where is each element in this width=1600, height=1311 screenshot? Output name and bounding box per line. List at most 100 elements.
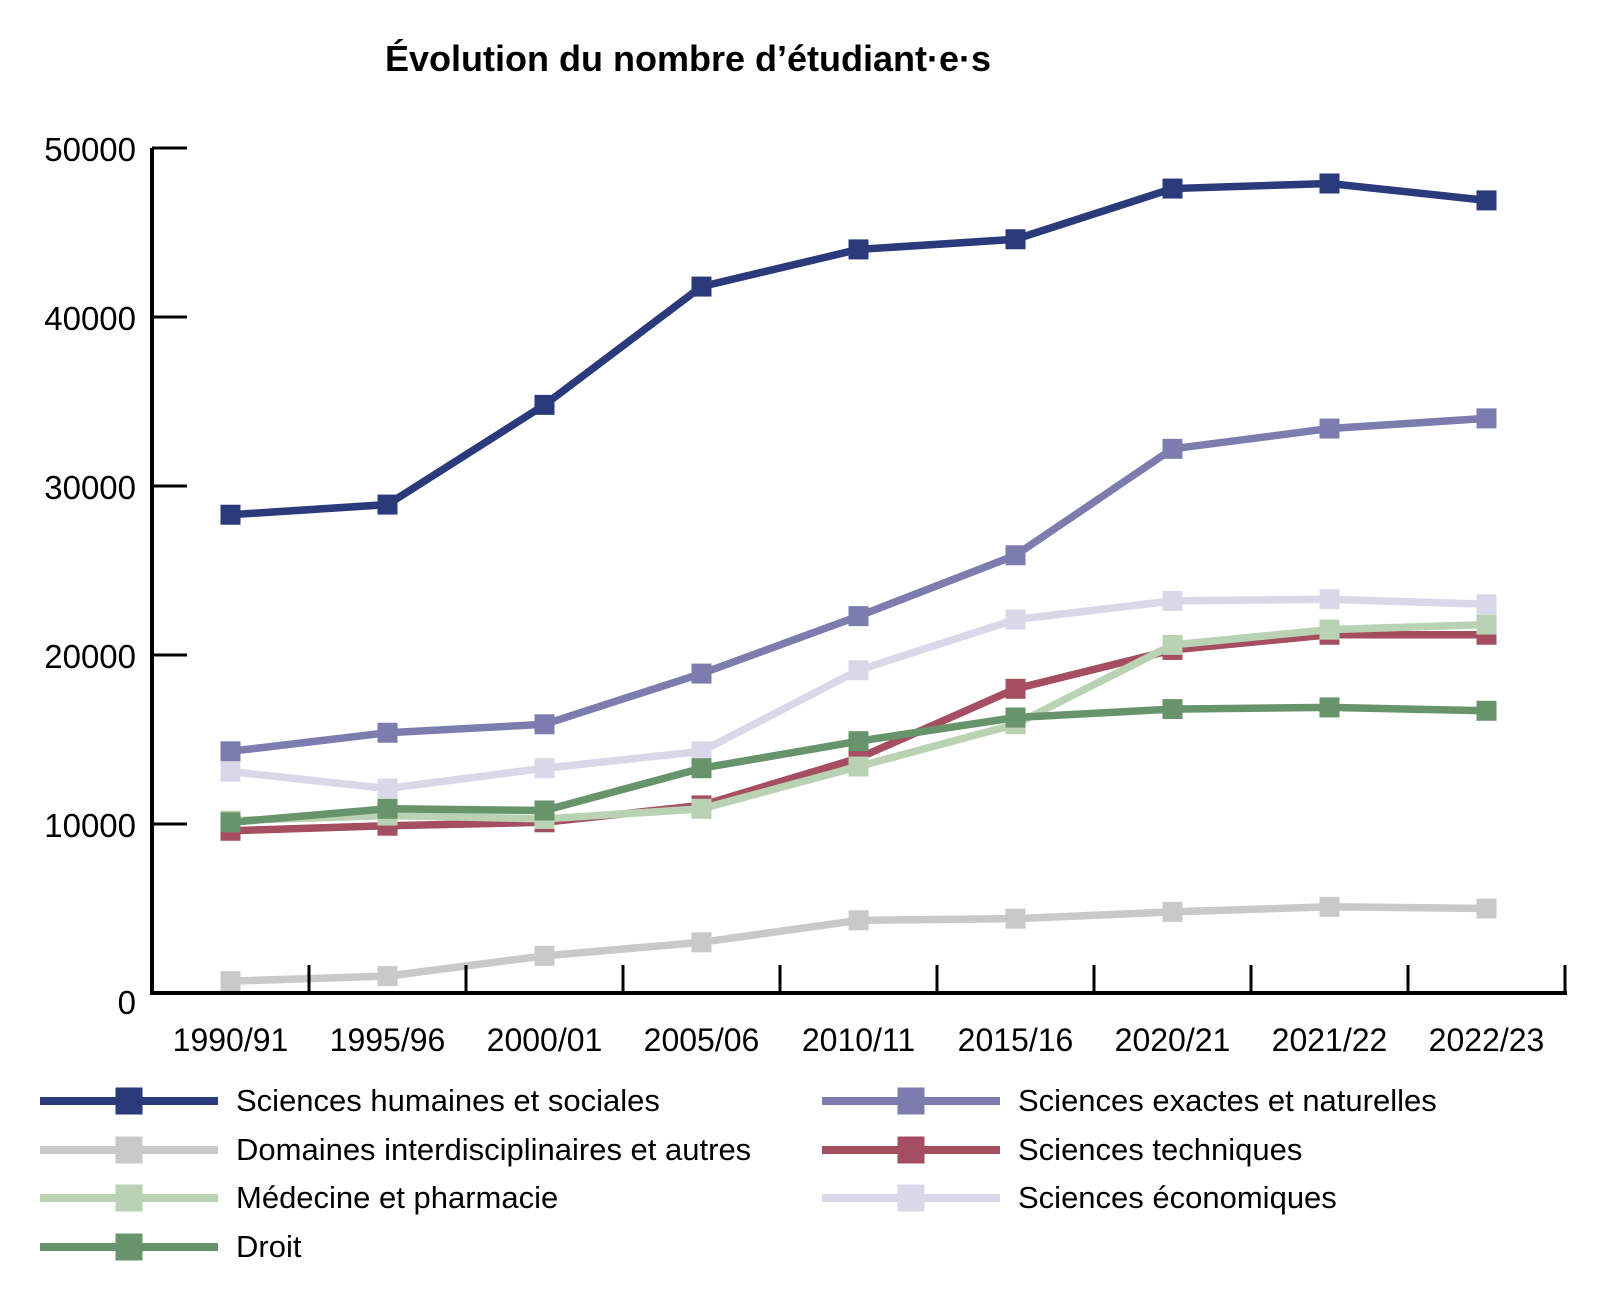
data-point-marker <box>1005 229 1026 250</box>
series-domaines-interdisciplinaires-et-autres <box>220 896 1497 992</box>
series-medecine-et-pharmacie <box>220 614 1497 831</box>
legend-swatch-marker <box>115 1087 143 1115</box>
legend-swatch <box>40 1184 218 1212</box>
legend-swatch <box>822 1184 1000 1212</box>
data-point-marker <box>691 741 712 762</box>
data-point-marker <box>220 761 241 782</box>
legend-swatch-marker <box>897 1136 925 1164</box>
y-tick-label: 20000 <box>44 638 136 675</box>
data-point-marker <box>1319 619 1340 640</box>
data-point-marker <box>1476 614 1497 635</box>
data-point-marker <box>1162 901 1183 922</box>
legend-swatch <box>822 1087 1000 1115</box>
legend-label: Sciences humaines et sociales <box>236 1083 660 1118</box>
data-point-marker <box>1005 678 1026 699</box>
data-point-marker <box>1005 545 1026 566</box>
legend-label: Sciences économiques <box>1018 1180 1337 1215</box>
legend-swatch-marker <box>897 1184 925 1212</box>
x-tick-label: 1995/96 <box>329 1022 446 1058</box>
legend-label: Sciences exactes et naturelles <box>1018 1083 1437 1118</box>
series-sciences-economiques <box>220 589 1497 799</box>
data-point-marker <box>1476 898 1497 919</box>
data-point-marker <box>1319 589 1340 610</box>
data-point-marker <box>1005 908 1026 929</box>
data-point-marker <box>1162 634 1183 655</box>
data-point-marker <box>534 714 555 735</box>
data-point-marker <box>534 758 555 779</box>
legend-item-sciences-economiques: Sciences économiques <box>822 1178 1337 1218</box>
data-point-marker <box>220 504 241 525</box>
data-point-marker <box>1476 190 1497 211</box>
data-point-marker <box>1162 699 1183 720</box>
legend-swatch-marker <box>897 1087 925 1115</box>
y-tick-label: 40000 <box>44 300 136 337</box>
data-point-marker <box>220 971 241 992</box>
x-tick-label: 2000/01 <box>486 1022 603 1058</box>
series-sciences-humaines-et-sociales <box>220 173 1497 525</box>
data-point-marker <box>1162 590 1183 611</box>
data-point-marker <box>691 276 712 297</box>
data-point-marker <box>377 722 398 743</box>
legend-item-domaines-interdisciplinaires-et-autres: Domaines interdisciplinaires et autres <box>40 1130 751 1170</box>
data-point-marker <box>377 966 398 987</box>
data-point-marker <box>848 910 869 931</box>
series-line <box>230 179 1487 519</box>
y-tick-label: 30000 <box>44 469 136 506</box>
legend-label: Médecine et pharmacie <box>236 1180 559 1215</box>
series-line <box>230 620 1487 825</box>
data-point-marker <box>691 758 712 779</box>
data-point-marker <box>848 731 869 752</box>
x-tick-label: 2005/06 <box>643 1022 760 1058</box>
legend-swatch-marker <box>115 1233 143 1261</box>
data-point-marker <box>1162 178 1183 199</box>
y-tick-label: 10000 <box>44 807 136 844</box>
series-line <box>230 414 1487 756</box>
legend-swatch <box>40 1136 218 1164</box>
data-point-marker <box>1319 173 1340 194</box>
legend-item-medecine-et-pharmacie: Médecine et pharmacie <box>40 1178 558 1218</box>
data-point-marker <box>377 798 398 819</box>
data-point-marker <box>377 494 398 515</box>
legend-label: Droit <box>236 1229 302 1264</box>
data-point-marker <box>848 660 869 681</box>
legend-item-sciences-exactes-et-naturelles: Sciences exactes et naturelles <box>822 1081 1437 1121</box>
data-point-marker <box>691 798 712 819</box>
legend-swatch-marker <box>115 1184 143 1212</box>
legend-swatch <box>40 1087 218 1115</box>
data-point-marker <box>848 756 869 777</box>
chart-title: Évolution du nombre d’étudiant·e·s <box>385 38 991 79</box>
legend-swatch <box>40 1233 218 1261</box>
data-point-marker <box>691 663 712 684</box>
data-point-marker <box>848 606 869 627</box>
legend-item-sciences-humaines-et-sociales: Sciences humaines et sociales <box>40 1081 660 1121</box>
series-sciences-exactes-et-naturelles <box>220 408 1497 762</box>
data-point-marker <box>534 800 555 821</box>
data-point-marker <box>377 778 398 799</box>
x-tick-label: 2015/16 <box>957 1022 1074 1058</box>
x-tick-label: 2010/11 <box>801 1022 916 1058</box>
legend-item-droit: Droit <box>40 1227 301 1267</box>
data-point-marker <box>1319 896 1340 917</box>
data-point-marker <box>1476 700 1497 721</box>
x-tick-label: 1990/91 <box>172 1022 289 1058</box>
data-point-marker <box>1476 408 1497 429</box>
data-point-marker <box>220 741 241 762</box>
series-droit <box>220 697 1497 833</box>
data-point-marker <box>1005 707 1026 728</box>
data-point-marker <box>1319 697 1340 718</box>
legend-swatch <box>822 1136 1000 1164</box>
data-point-marker <box>220 812 241 833</box>
data-point-marker <box>691 932 712 953</box>
y-tick-label: 50000 <box>44 131 136 168</box>
x-tick-label: 2022/23 <box>1428 1022 1545 1058</box>
legend-item-sciences-techniques: Sciences techniques <box>822 1130 1302 1170</box>
legend-label: Sciences techniques <box>1018 1132 1303 1167</box>
x-tick-label: 2021/22 <box>1271 1022 1388 1058</box>
data-point-marker <box>1476 594 1497 615</box>
axes <box>150 146 1567 995</box>
x-tick-label: 2020/21 <box>1114 1022 1231 1058</box>
data-point-marker <box>1319 418 1340 439</box>
data-point-marker <box>534 394 555 415</box>
